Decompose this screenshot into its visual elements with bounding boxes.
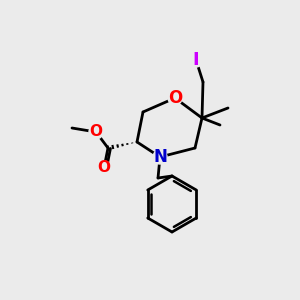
Circle shape [97,161,111,175]
Circle shape [168,91,182,105]
Circle shape [89,125,103,139]
Text: O: O [89,124,103,140]
Text: N: N [153,148,167,166]
Text: O: O [98,160,110,175]
Text: O: O [168,89,182,107]
Circle shape [189,53,203,67]
Circle shape [153,150,167,164]
Text: I: I [193,51,199,69]
